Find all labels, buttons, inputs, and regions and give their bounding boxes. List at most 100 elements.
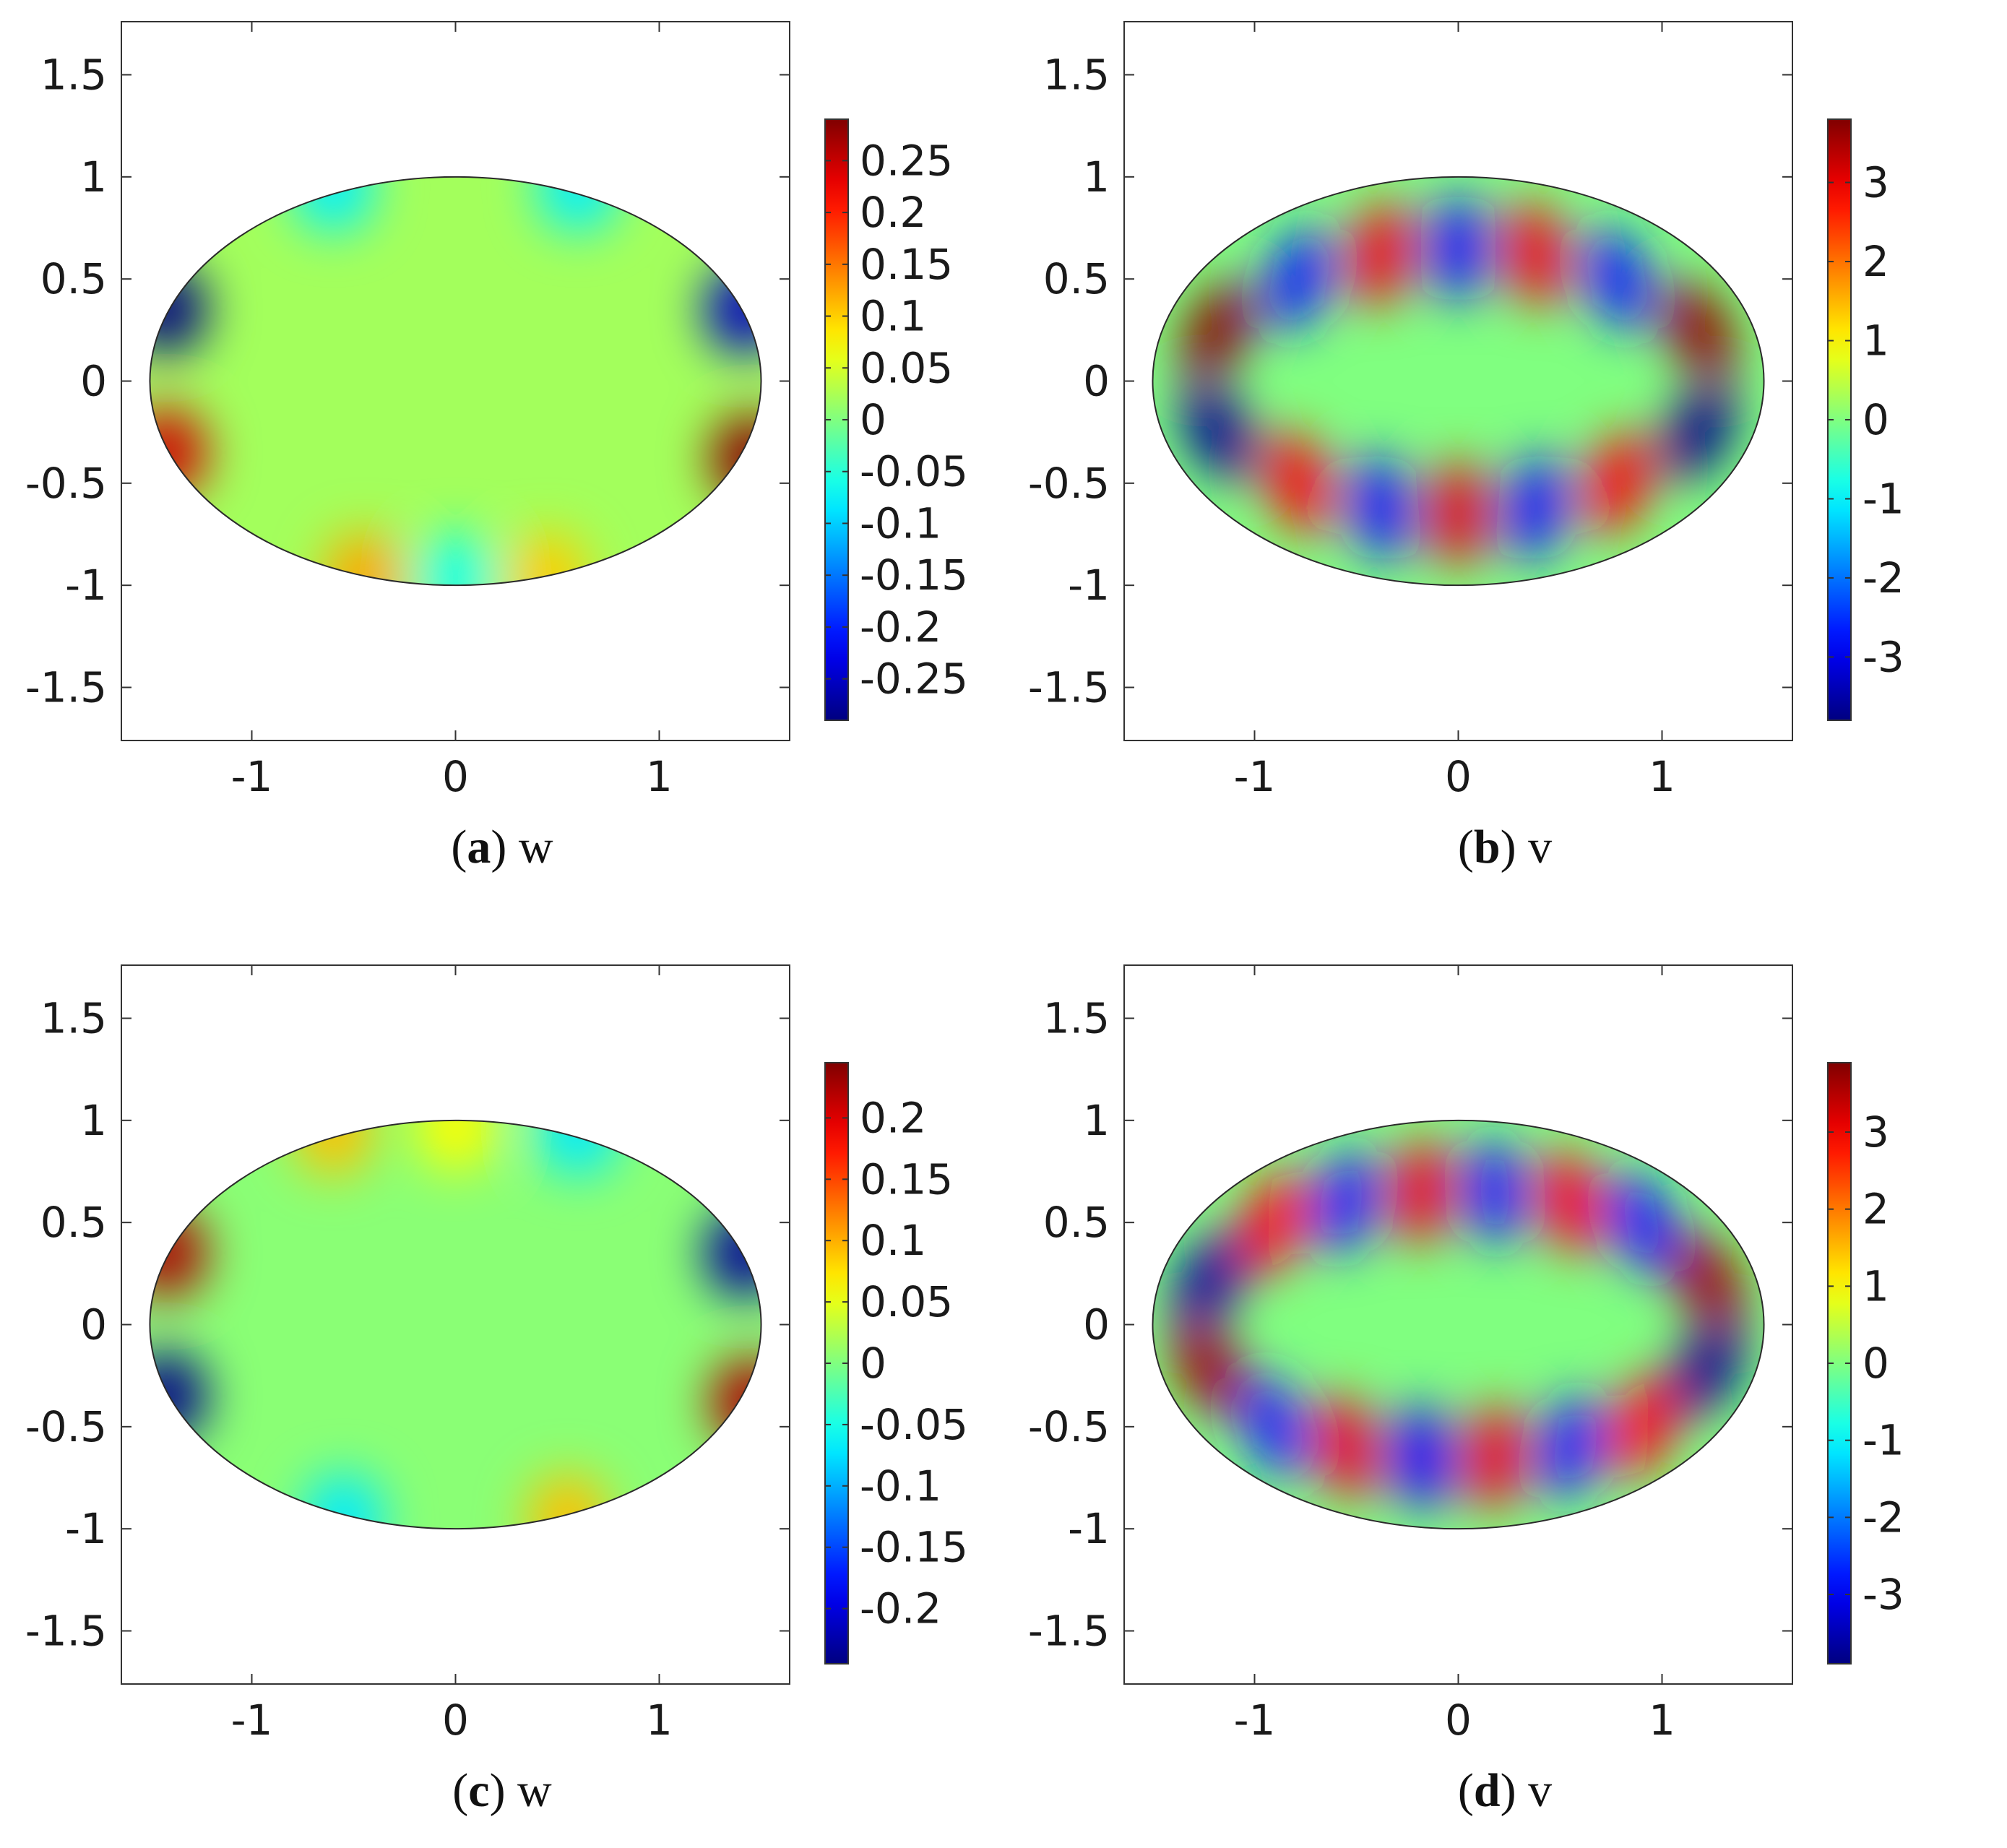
- field-extremum-core: [437, 556, 474, 586]
- colorbar-tick-label: 0: [1863, 1339, 1889, 1388]
- caption-label-a: a: [467, 821, 491, 873]
- colorbar-tick-label: -2: [1863, 553, 1904, 603]
- panel-d: -1 0 1 1.5 1 0.5 0 -0.5 -1 -1.5 3 2 1 0 -1 -2 -3 (d) v: [1003, 944, 2007, 1848]
- field-extremum-core: [1693, 1345, 1721, 1394]
- colorbar-tick-label: -2: [1863, 1493, 1904, 1542]
- field-extremum-core: [1285, 459, 1313, 507]
- colorbar-tick-label: 0.1: [860, 292, 926, 341]
- colorbar-tick-label: 0: [1863, 395, 1889, 444]
- colorbar-tick-label: -3: [1863, 1570, 1904, 1619]
- colorbar-tick-label: 0.2: [860, 188, 926, 237]
- y-tick-label: 1: [1083, 1096, 1110, 1145]
- colorbar-tick-label: -0.15: [860, 1523, 968, 1572]
- field-base: [150, 176, 761, 586]
- x-tick-label: 1: [646, 752, 673, 801]
- caption-var-b: v: [1528, 821, 1553, 873]
- y-tick-label: 1: [1083, 152, 1110, 202]
- field-base: [1152, 1120, 1764, 1529]
- colorbar-tick-label: -0.1: [860, 1461, 941, 1511]
- colorbar-tick-label: -1: [1863, 474, 1904, 523]
- field-extremum-core: [1685, 408, 1713, 457]
- y-tick-label: -0.5: [25, 1402, 107, 1451]
- y-tick-label: 0: [80, 1300, 107, 1350]
- field-extremum-core: [1603, 459, 1631, 507]
- colorbar-tick-label: 1: [1863, 1261, 1889, 1311]
- y-tick-label: 0.5: [40, 1198, 107, 1247]
- y-tick-label: -1.5: [1028, 1607, 1110, 1656]
- field-extremum-core: [1693, 1256, 1721, 1304]
- y-tick-label: -1: [65, 561, 107, 610]
- heatmap-a: -1 0 1 1.5 1 0.5 0 -0.5 -1 -1.5 0.250.20.150.10.05…: [25, 21, 968, 801]
- x-tick-label: -1: [231, 1696, 273, 1745]
- field-extremum-core: [1628, 1402, 1656, 1451]
- y-tick-label: 0.5: [40, 254, 107, 303]
- caption-label-d: d: [1473, 1764, 1501, 1817]
- colorbar-tick-label: 0.2: [860, 1093, 926, 1142]
- colorbar-tick-label: -0.05: [860, 447, 968, 496]
- y-tick-label: 0.5: [1043, 1198, 1110, 1247]
- field-extremum-core: [1685, 306, 1713, 354]
- field-base: [150, 1120, 761, 1529]
- y-tick-label: -0.5: [25, 459, 107, 508]
- y-tick-label: -0.5: [1028, 1402, 1110, 1451]
- field-extremum-core: [1407, 1433, 1436, 1482]
- x-tick-label: 1: [1649, 752, 1675, 801]
- field-extremum-core: [1481, 1167, 1509, 1216]
- field-extremum-core: [1261, 1199, 1289, 1247]
- colorbar-tick-label: 0.15: [860, 240, 953, 289]
- field-extremum-core: [1204, 306, 1232, 354]
- domain-boundary: [1152, 1119, 1765, 1530]
- x-tick-label: 0: [1445, 752, 1472, 801]
- heatmap-b: -1 0 1 1.5 1 0.5 0 -0.5 -1 -1.5 3 2 1 0 -1 -2 -3: [1028, 21, 1904, 801]
- field-extremum-core: [1367, 483, 1395, 532]
- colorbar-tick-label: -0.2: [860, 603, 941, 652]
- colorbar-tick-label: 0.25: [860, 136, 953, 185]
- colorbar-tick-label: 3: [1863, 158, 1889, 207]
- panel-a: -1 0 1 1.5 1 0.5 0 -0.5 -1 -1.5 0.25 0.2 0.15 0.1 0.05…: [0, 0, 1004, 917]
- field-extremum-core: [1407, 1167, 1436, 1216]
- field-extremum-core: [1481, 1433, 1509, 1482]
- field-extremum-core: [1261, 1402, 1289, 1451]
- field-extremum-core: [1204, 408, 1232, 457]
- field-extremum-core: [1444, 490, 1472, 538]
- y-tick-label: -1.5: [25, 1607, 107, 1656]
- heatmap-d: -1 0 1 1.5 1 0.5 0 -0.5 -1 -1.5 3 2 1 0 -1 -2 -3: [1028, 964, 1904, 1745]
- y-tick-label: -1: [65, 1504, 107, 1553]
- y-tick-label: 1.5: [1043, 993, 1110, 1042]
- x-tick-label: -1: [1234, 752, 1276, 801]
- y-tick-label: 0: [1083, 357, 1110, 406]
- colorbar-tick-label: -0.15: [860, 550, 968, 600]
- y-tick-label: 0: [80, 357, 107, 406]
- caption-d: (d) v: [1457, 1764, 1553, 1817]
- field-extremum-core: [1628, 1199, 1656, 1247]
- x-tick-label: -1: [231, 752, 273, 801]
- y-tick-label: 1.5: [1043, 50, 1110, 99]
- colorbar-tick-label: 1: [1863, 316, 1889, 366]
- field-extremum-core: [1332, 1423, 1360, 1472]
- heatmap-c: -1 0 1 1.5 1 0.5 0 -0.5 -1 -1.5 0.2 0.15 0.1 0.05 0 -0.…: [25, 964, 968, 1745]
- caption-var-d: v: [1528, 1764, 1553, 1817]
- caption-b: (b) v: [1457, 821, 1553, 873]
- y-tick-label: -0.5: [1028, 459, 1110, 508]
- domain-boundary: [1152, 176, 1765, 587]
- y-tick-label: 1: [80, 152, 107, 202]
- x-tick-label: 0: [442, 1696, 469, 1745]
- y-tick-label: -1.5: [25, 663, 107, 712]
- colorbar-tick-label: -1: [1863, 1416, 1904, 1465]
- caption-var-c: w: [517, 1764, 552, 1817]
- x-tick-label: -1: [1234, 1696, 1276, 1745]
- colorbar-tick-label: 0.05: [860, 343, 953, 392]
- field-extremum-core: [1603, 255, 1631, 303]
- colorbar-tick-label: 3: [1863, 1107, 1889, 1157]
- x-tick-label: 1: [1649, 1696, 1675, 1745]
- y-tick-label: 1.5: [40, 993, 107, 1042]
- x-tick-label: 1: [646, 1696, 673, 1745]
- field-extremum-core: [1196, 1345, 1224, 1394]
- colorbar-tick-label: 0.15: [860, 1154, 953, 1204]
- x-tick-label: 0: [1445, 1696, 1472, 1745]
- y-tick-label: -1: [1068, 561, 1110, 610]
- colorbar-tick-label: 0.05: [860, 1277, 953, 1326]
- y-tick-label: 1.5: [40, 50, 107, 99]
- x-tick-label: 0: [442, 752, 469, 801]
- field-extremum-core: [1522, 483, 1550, 532]
